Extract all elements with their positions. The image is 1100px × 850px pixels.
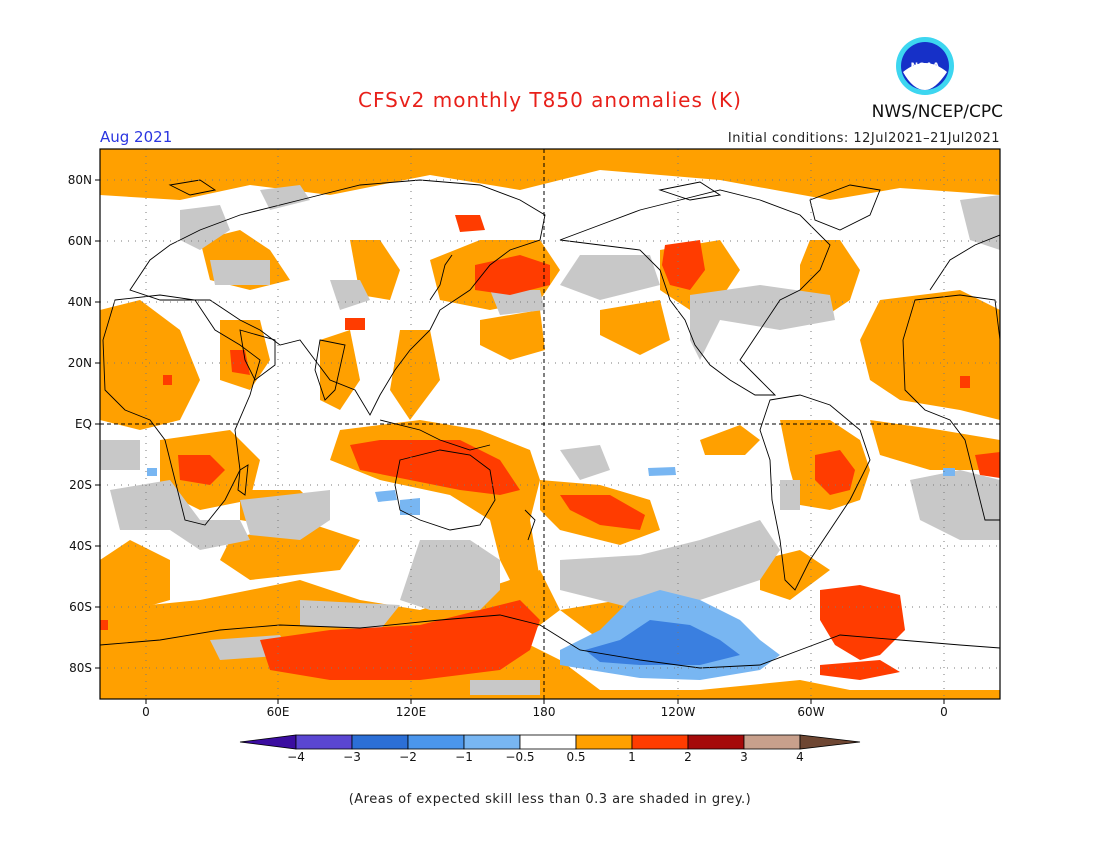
legend-tick-label: −3 xyxy=(343,750,361,764)
legend-bin xyxy=(407,734,465,750)
lat-label: 40N xyxy=(67,295,92,309)
lat-label: 80N xyxy=(67,173,92,187)
legend-tick-label: −0.5 xyxy=(505,750,535,764)
legend-tick-label: 0.5 xyxy=(566,750,586,764)
legend-tick-label: −2 xyxy=(399,750,417,764)
lat-label: 40S xyxy=(69,539,92,553)
lon-label: 60E xyxy=(266,705,290,719)
legend-tick-label: −1 xyxy=(455,750,473,764)
legend-bin xyxy=(463,734,521,750)
lat-label: 60S xyxy=(69,600,92,614)
legend-bin xyxy=(631,734,689,750)
agency-label: NWS/NCEP/CPC xyxy=(871,102,1003,122)
legend-bin xyxy=(799,734,861,750)
equator-dateline xyxy=(100,149,1000,699)
legend-bin xyxy=(575,734,633,750)
lat-label: 60N xyxy=(67,234,92,248)
footnote: (Areas of expected skill less than 0.3 a… xyxy=(348,792,752,807)
lat-label: EQ xyxy=(74,417,92,431)
legend-bin xyxy=(239,734,297,750)
anomaly-blue-regions xyxy=(147,467,955,680)
lon-label: 60W xyxy=(797,705,825,719)
valid-period: Aug 2021 xyxy=(100,128,173,146)
lat-label: 80S xyxy=(69,661,92,675)
map-title: CFSv2 monthly T850 anomalies (K) xyxy=(358,88,742,112)
legend-bin xyxy=(519,734,577,750)
noaa-logo-text: NOAA xyxy=(911,62,940,72)
initial-conditions: Initial conditions: 12Jul2021–21Jul2021 xyxy=(727,131,1000,146)
lon-label: 120W xyxy=(660,705,696,719)
noaa-logo: NOAA xyxy=(896,37,954,95)
legend-tick-label: 3 xyxy=(740,750,748,764)
lat-label: 20S xyxy=(69,478,92,492)
graticule xyxy=(100,149,1000,699)
legend-bin xyxy=(743,734,801,750)
lon-label: 120E xyxy=(395,705,427,719)
anomaly-red-regions xyxy=(100,215,1000,680)
legend-bin xyxy=(687,734,745,750)
lat-label: 20N xyxy=(67,356,92,370)
lon-label: 180 xyxy=(532,705,556,719)
legend-tick-label: −4 xyxy=(287,750,305,764)
lon-label: 0 xyxy=(142,705,150,719)
legend-bin xyxy=(351,734,409,750)
low-skill-grey-regions xyxy=(100,185,1000,695)
coastlines xyxy=(100,179,1000,669)
legend-tick-label: 2 xyxy=(684,750,692,764)
legend-tick-label: 4 xyxy=(796,750,804,764)
lon-label: 0 xyxy=(940,705,948,719)
legend-tick-label: 1 xyxy=(628,750,636,764)
legend-bin xyxy=(295,734,353,750)
